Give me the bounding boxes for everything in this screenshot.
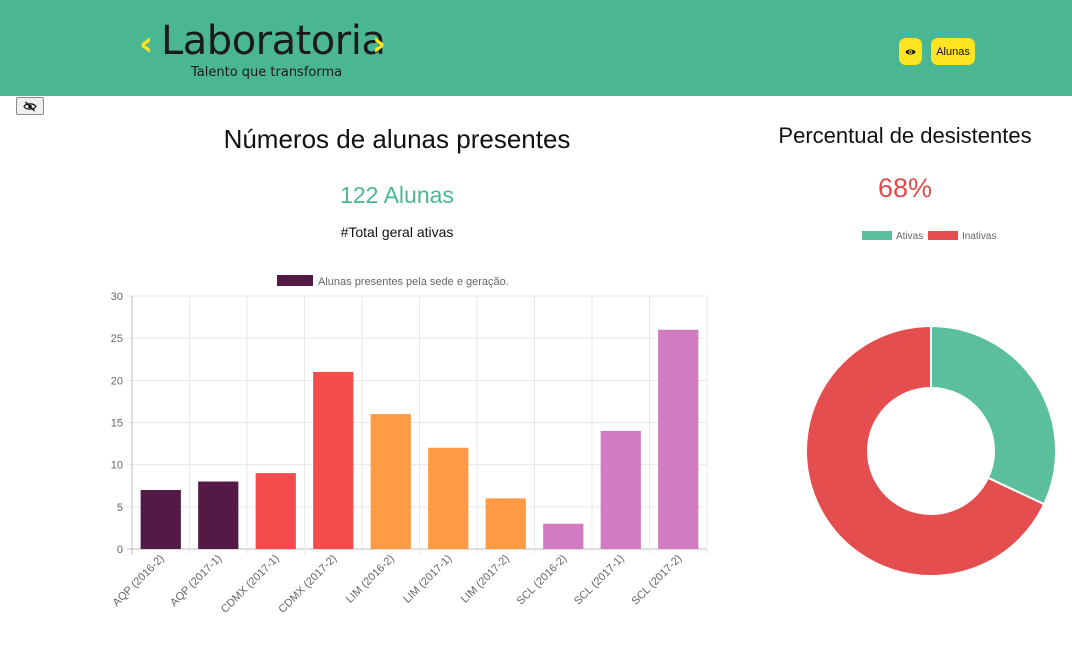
bar (140, 489, 181, 549)
dropout-title: Percentual de desistentes (778, 123, 1032, 148)
laboratoria-logo[interactable]: ‹ Laboratoria › Talento que transforma (139, 16, 399, 86)
donut-slice (805, 324, 1046, 577)
y-tick-label: 10 (111, 460, 123, 472)
header-bar: ‹ Laboratoria › Talento que transforma A… (0, 0, 1072, 96)
bar (428, 447, 469, 549)
students-count: 122 Alunas (340, 182, 454, 208)
bar (255, 473, 296, 549)
view-button[interactable] (899, 38, 922, 65)
bar (485, 498, 526, 549)
logo-text: Laboratoria (161, 18, 386, 64)
x-tick-label: SCL (2016-2) (514, 553, 569, 608)
x-tick-label: SCL (2017-1) (572, 553, 627, 608)
legend-swatch (862, 231, 892, 240)
hide-toggle-button[interactable] (16, 97, 44, 115)
x-tick-label: CDMX (2017-1) (219, 553, 282, 616)
bar (313, 371, 354, 549)
y-tick-label: 5 (117, 502, 123, 514)
legend-label: Ativas (896, 231, 923, 242)
logo-chevron-left-icon: ‹ (139, 24, 154, 64)
eye-slash-icon (23, 101, 37, 111)
x-tick-label: AQP (2017-1) (168, 553, 224, 609)
students-title: Números de alunas presentes (223, 124, 571, 154)
donut-slice (930, 324, 1057, 506)
bar (370, 414, 411, 549)
bar (600, 430, 641, 549)
y-tick-label: 20 (111, 375, 123, 387)
eye-icon (905, 48, 916, 55)
y-tick-label: 25 (111, 333, 123, 345)
x-tick-label: CDMX (2017-2) (276, 553, 339, 616)
bar (658, 329, 699, 549)
y-tick-label: 30 (111, 291, 123, 303)
x-tick-label: SCL (2017-2) (629, 553, 684, 608)
students-subtitle: #Total geral ativas (340, 224, 454, 240)
legend-swatch (277, 275, 313, 286)
x-tick-label: AQP (2016-2) (111, 553, 167, 609)
x-tick-label: LIM (2017-1) (401, 553, 454, 606)
legend-label: Alunas presentes pela sede e geração. (318, 276, 509, 288)
x-tick-label: LIM (2016-2) (344, 553, 397, 606)
alunas-button[interactable]: Alunas (931, 38, 975, 65)
x-tick-label: LIM (2017-2) (459, 553, 512, 606)
logo-tagline: Talento que transforma (191, 65, 343, 80)
logo-chevron-right-icon: › (372, 24, 387, 64)
legend-swatch (928, 231, 958, 240)
dropout-percent: 68% (877, 173, 933, 203)
dropout-donut-chart: Ativas Inativas (805, 231, 1057, 577)
legend-label: Inativas (962, 231, 996, 242)
y-tick-label: 0 (117, 544, 123, 556)
y-tick-label: 15 (111, 418, 123, 430)
bar (198, 481, 239, 549)
bar (543, 523, 584, 549)
